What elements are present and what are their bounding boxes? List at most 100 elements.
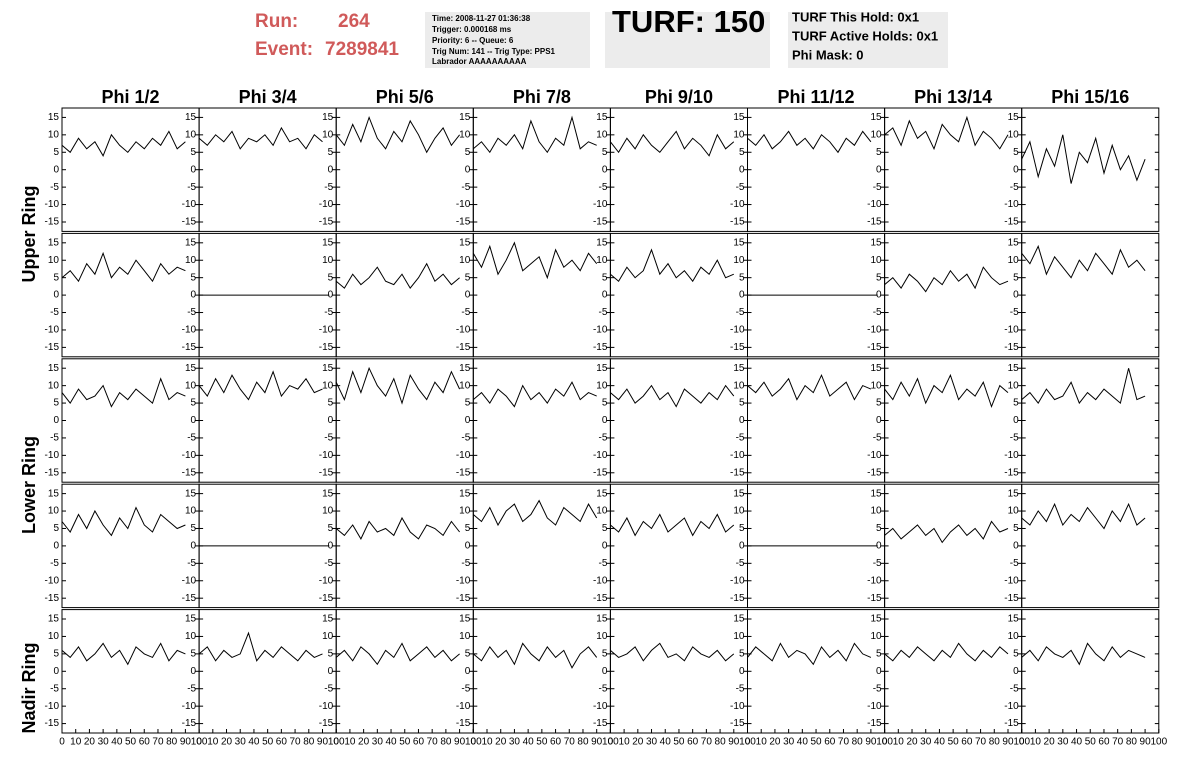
x-tick-label: 80 — [852, 737, 864, 748]
x-tick-label: 100 — [876, 737, 893, 748]
x-tick-label: 40 — [797, 737, 809, 748]
y-tick-label: 5 — [602, 649, 608, 660]
info-line: Labrador AAAAAAAAAA — [432, 57, 527, 66]
x-tick-label: 70 — [290, 737, 302, 748]
panel-frame — [198, 358, 337, 483]
y-tick-label: 15 — [733, 614, 745, 625]
y-tick-label: -15 — [182, 467, 197, 478]
x-tick-label: 70 — [701, 737, 713, 748]
y-tick-label: 0 — [191, 541, 197, 552]
y-tick-label: 5 — [465, 523, 471, 534]
panel-frame — [472, 358, 611, 483]
column-title: Phi 5/6 — [376, 87, 434, 107]
y-tick-label: 10 — [870, 129, 882, 140]
y-tick-label: 10 — [1008, 506, 1020, 517]
y-tick-label: 10 — [185, 506, 197, 517]
y-tick-label: 15 — [596, 237, 608, 248]
x-tick-label: 50 — [536, 737, 548, 748]
y-tick-label: 15 — [733, 363, 745, 374]
y-tick-label: -5 — [461, 683, 470, 694]
y-tick-label: 10 — [322, 631, 334, 642]
y-tick-label: -15 — [45, 342, 60, 353]
y-tick-label: -15 — [593, 718, 608, 729]
y-tick-label: 15 — [322, 237, 334, 248]
y-tick-label: -10 — [867, 575, 882, 586]
y-tick-label: 15 — [459, 614, 471, 625]
y-tick-label: 5 — [1013, 649, 1019, 660]
y-tick-label: 0 — [602, 415, 608, 426]
y-tick-label: -15 — [319, 217, 334, 228]
y-tick-label: -10 — [182, 450, 197, 461]
y-tick-label: -5 — [324, 307, 333, 318]
y-tick-label: -10 — [319, 199, 334, 210]
y-tick-label: -10 — [319, 450, 334, 461]
x-tick-label: 70 — [152, 737, 164, 748]
y-tick-label: -10 — [456, 199, 471, 210]
y-tick-label: -10 — [593, 575, 608, 586]
x-tick-label: 40 — [523, 737, 535, 748]
y-tick-label: 15 — [459, 488, 471, 499]
y-tick-label: -15 — [730, 593, 745, 604]
y-tick-label: 0 — [602, 164, 608, 175]
info-line: Trig Num: 141 -- Trig Type: PPS1 — [432, 47, 556, 56]
y-tick-label: -10 — [867, 199, 882, 210]
column-title: Phi 3/4 — [239, 87, 297, 107]
y-tick-label: 0 — [876, 666, 882, 677]
panel-frame — [1021, 358, 1160, 483]
y-tick-label: 5 — [602, 398, 608, 409]
y-tick-label: -5 — [461, 433, 470, 444]
panel-frame — [1021, 609, 1160, 734]
y-tick-label: 10 — [185, 380, 197, 391]
y-tick-label: 5 — [191, 147, 197, 158]
y-tick-label: 10 — [870, 380, 882, 391]
panel-frame — [61, 358, 200, 483]
waveform — [335, 262, 460, 289]
y-tick-label: -5 — [598, 433, 607, 444]
x-tick-label: 60 — [961, 737, 973, 748]
y-tick-label: 10 — [48, 506, 60, 517]
y-tick-label: -5 — [1010, 307, 1019, 318]
column-title: Phi 11/12 — [778, 87, 855, 107]
y-tick-label: -15 — [867, 593, 882, 604]
waveform — [472, 241, 598, 280]
x-tick-label: 50 — [673, 737, 685, 748]
waveform — [747, 130, 872, 154]
y-tick-label: -15 — [319, 593, 334, 604]
y-tick-label: 15 — [1008, 488, 1020, 499]
x-tick-label: 30 — [783, 737, 795, 748]
waveform — [610, 642, 735, 662]
y-tick-label: 10 — [733, 255, 745, 266]
y-tick-label: 15 — [322, 363, 334, 374]
y-tick-label: 5 — [191, 523, 197, 534]
y-tick-label: -15 — [1004, 718, 1019, 729]
y-tick-label: 0 — [876, 541, 882, 552]
x-tick-label: 70 — [975, 737, 987, 748]
waveform — [1021, 134, 1146, 184]
y-tick-label: 0 — [465, 415, 471, 426]
y-tick-label: -10 — [867, 325, 882, 336]
x-tick-label: 0 — [59, 737, 65, 748]
x-tick-label: 30 — [1057, 737, 1069, 748]
y-tick-label: -10 — [182, 325, 197, 336]
y-tick-label: 10 — [185, 129, 197, 140]
y-tick-label: -5 — [736, 433, 745, 444]
x-tick-label: 100 — [465, 737, 482, 748]
y-tick-label: 5 — [328, 523, 334, 534]
turf-box — [605, 12, 770, 68]
y-tick-label: 15 — [322, 614, 334, 625]
panel-frame — [198, 107, 337, 232]
y-tick-label: -10 — [45, 701, 60, 712]
y-tick-label: -5 — [873, 558, 882, 569]
y-tick-label: -15 — [593, 593, 608, 604]
x-tick-label: 0 — [608, 737, 614, 748]
x-tick-label: 90 — [454, 737, 466, 748]
y-tick-label: 5 — [1013, 523, 1019, 534]
y-tick-label: -15 — [1004, 593, 1019, 604]
y-tick-label: 15 — [733, 112, 745, 123]
event-label: Event: — [255, 39, 313, 60]
y-tick-label: 0 — [53, 290, 59, 301]
info-line: Trigger: 0.000168 ms — [432, 25, 512, 34]
y-tick-label: -15 — [730, 217, 745, 228]
x-tick-label: 70 — [838, 737, 850, 748]
x-tick-label: 70 — [564, 737, 576, 748]
